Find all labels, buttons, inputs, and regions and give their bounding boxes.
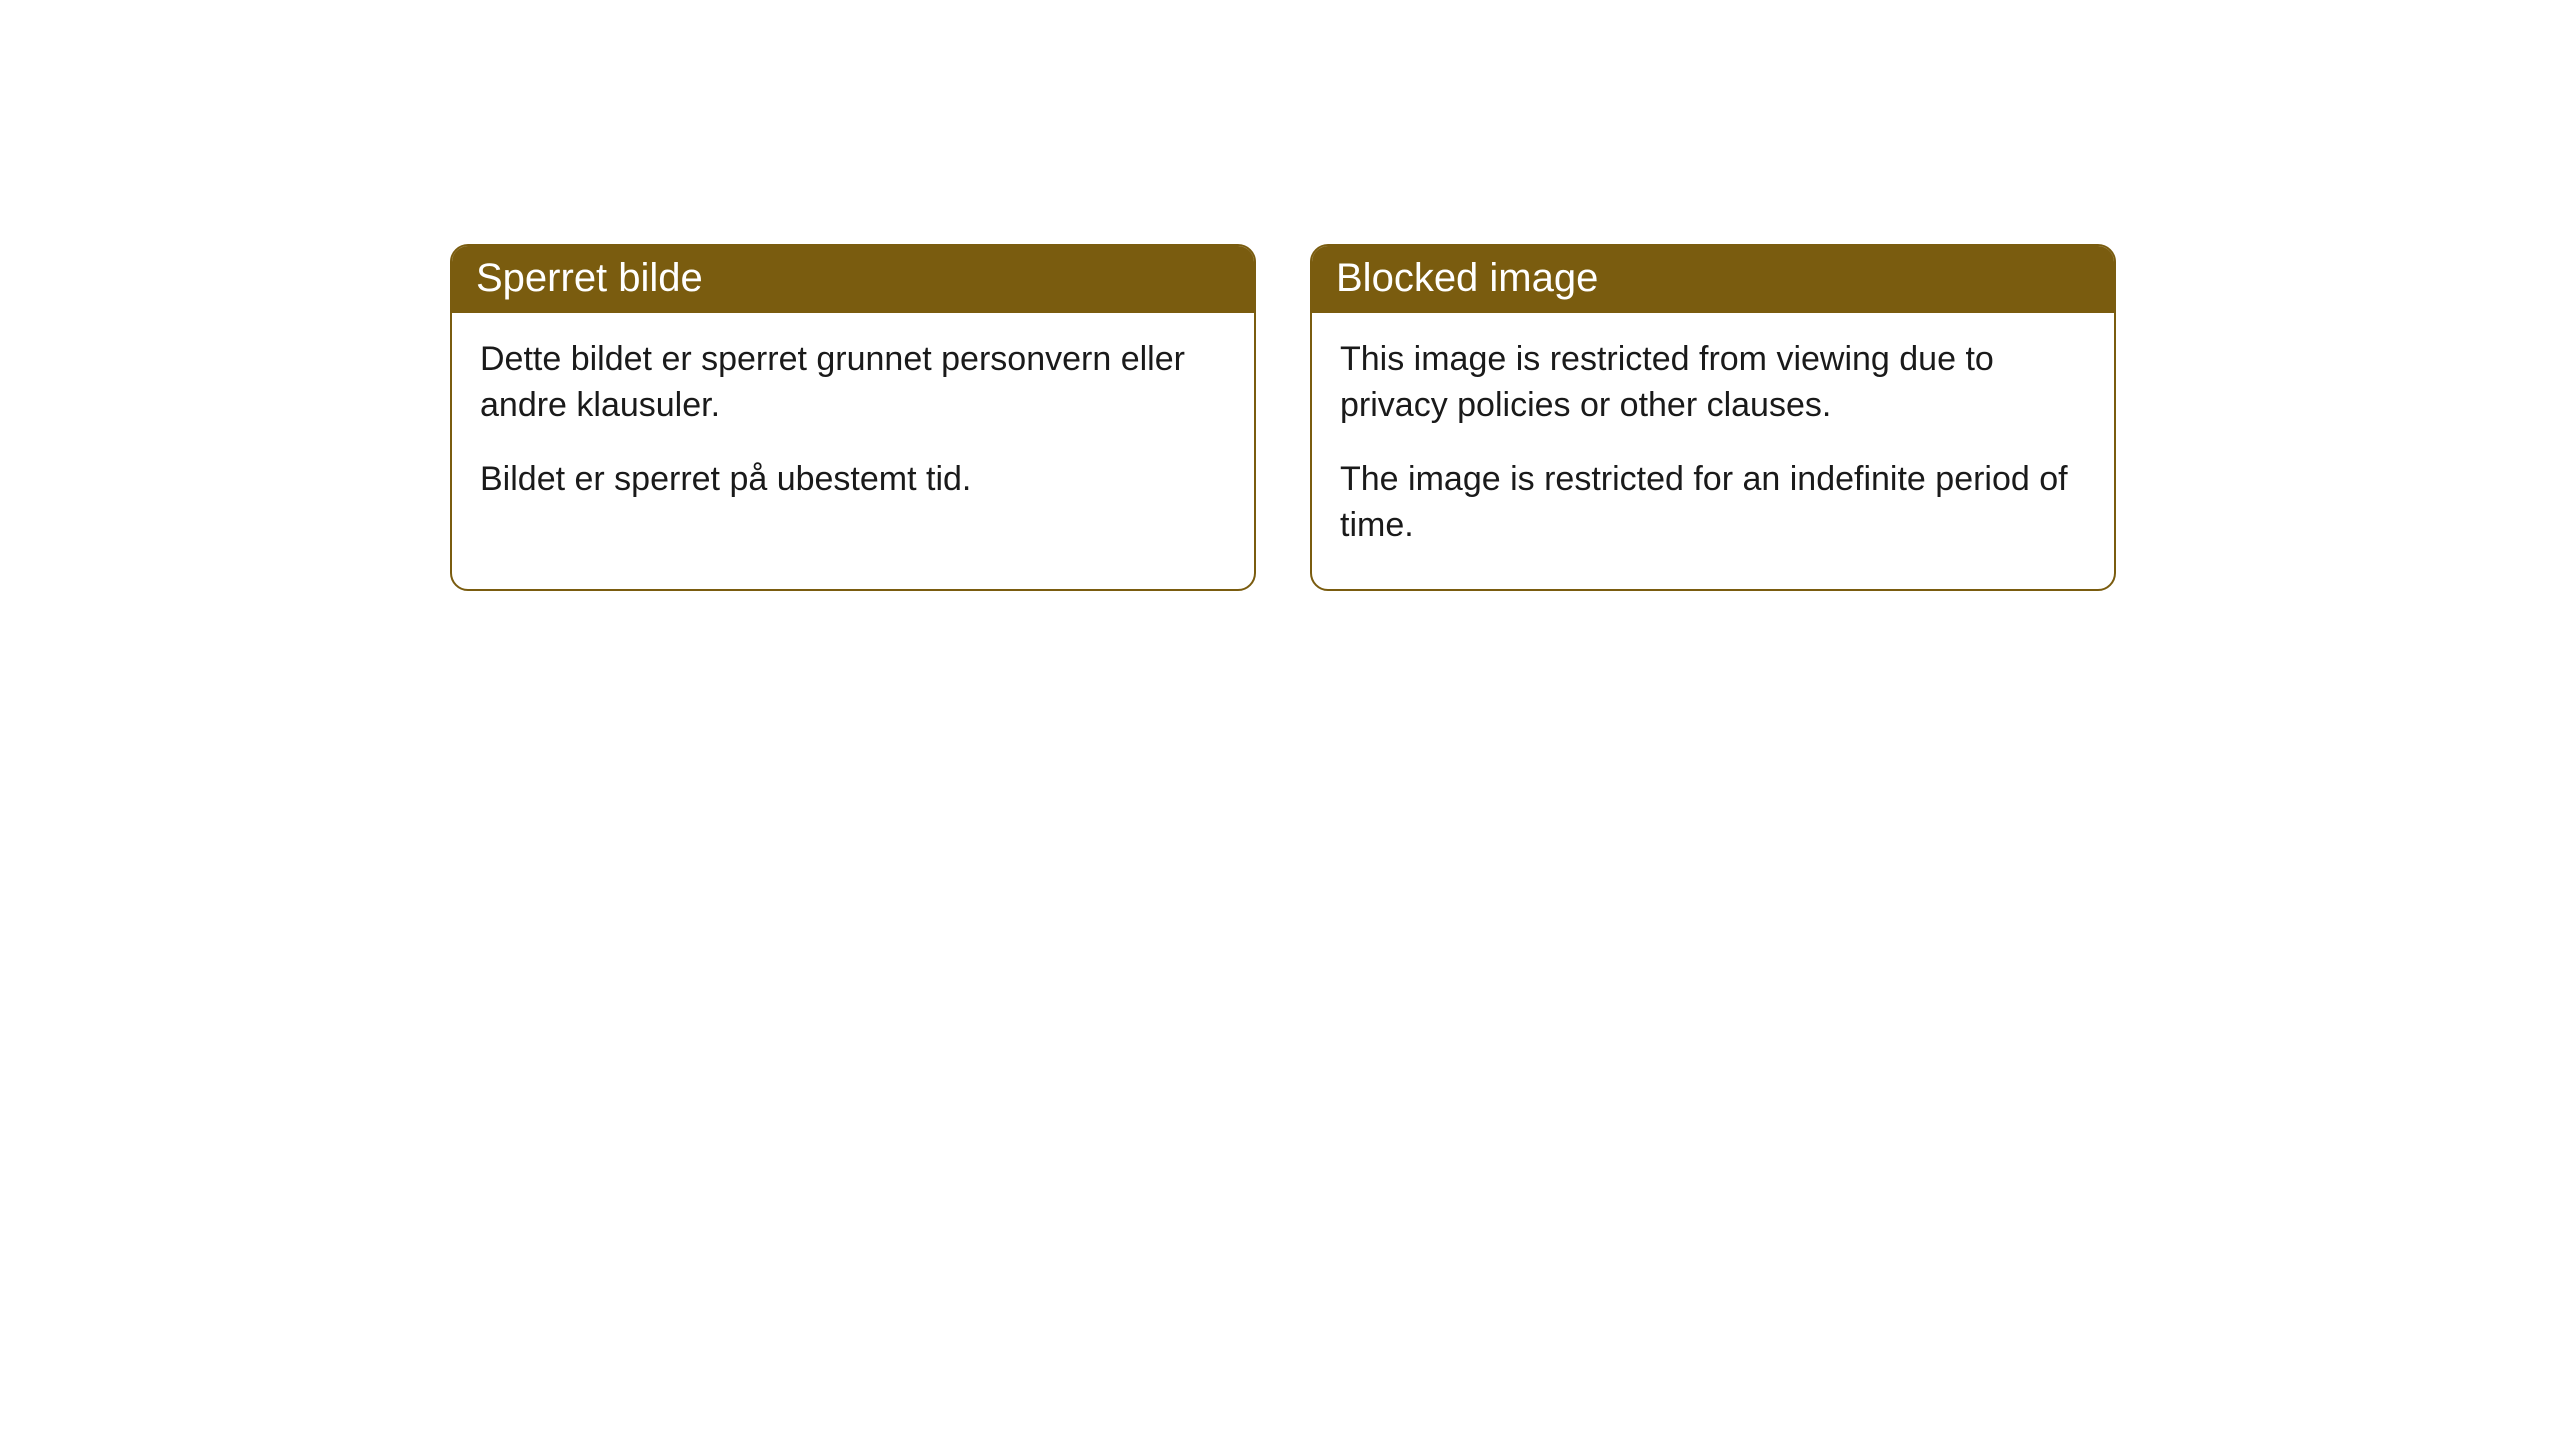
card-paragraph: Bildet er sperret på ubestemt tid. <box>480 457 1226 503</box>
card-title: Sperret bilde <box>476 256 703 300</box>
card-header: Blocked image <box>1312 246 2114 313</box>
card-paragraph: This image is restricted from viewing du… <box>1340 337 2086 429</box>
card-paragraph: The image is restricted for an indefinit… <box>1340 457 2086 549</box>
card-body: Dette bildet er sperret grunnet personve… <box>452 313 1254 543</box>
card-paragraph: Dette bildet er sperret grunnet personve… <box>480 337 1226 429</box>
notice-cards-container: Sperret bilde Dette bildet er sperret gr… <box>0 0 2560 591</box>
notice-card-norwegian: Sperret bilde Dette bildet er sperret gr… <box>450 244 1256 591</box>
card-header: Sperret bilde <box>452 246 1254 313</box>
card-title: Blocked image <box>1336 256 1598 300</box>
card-body: This image is restricted from viewing du… <box>1312 313 2114 589</box>
notice-card-english: Blocked image This image is restricted f… <box>1310 244 2116 591</box>
